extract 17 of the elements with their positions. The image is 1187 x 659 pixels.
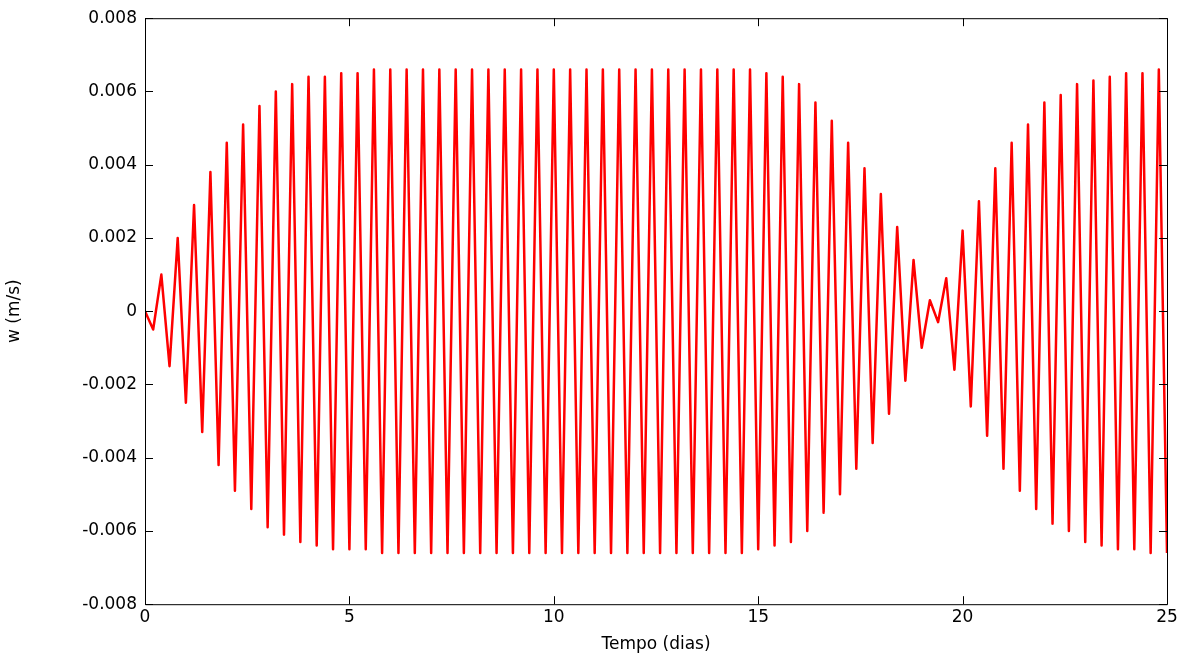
y-axis-title: w (m/s) — [2, 279, 23, 344]
x-tick-label: 15 — [747, 605, 770, 626]
x-tick-label: 25 — [1156, 605, 1178, 626]
y-tick-label: 0.002 — [88, 226, 137, 247]
x-tick-label: 5 — [343, 605, 355, 626]
x-tick-label: 10 — [542, 605, 565, 626]
y-tick-label: -0.006 — [82, 519, 137, 540]
y-tick-label: 0.006 — [88, 79, 137, 100]
x-axis-title: Tempo (dias) — [600, 633, 711, 654]
x-tick-label: 0 — [139, 605, 151, 626]
y-tick-label: 0.004 — [88, 153, 137, 174]
y-tick-label: 0.008 — [88, 6, 137, 27]
y-tick-label: 0 — [126, 299, 137, 320]
y-tick-label: -0.004 — [82, 446, 137, 467]
y-tick-label: -0.002 — [82, 372, 137, 393]
y-tick-label: -0.008 — [82, 592, 137, 613]
x-tick-label: 20 — [951, 605, 974, 626]
